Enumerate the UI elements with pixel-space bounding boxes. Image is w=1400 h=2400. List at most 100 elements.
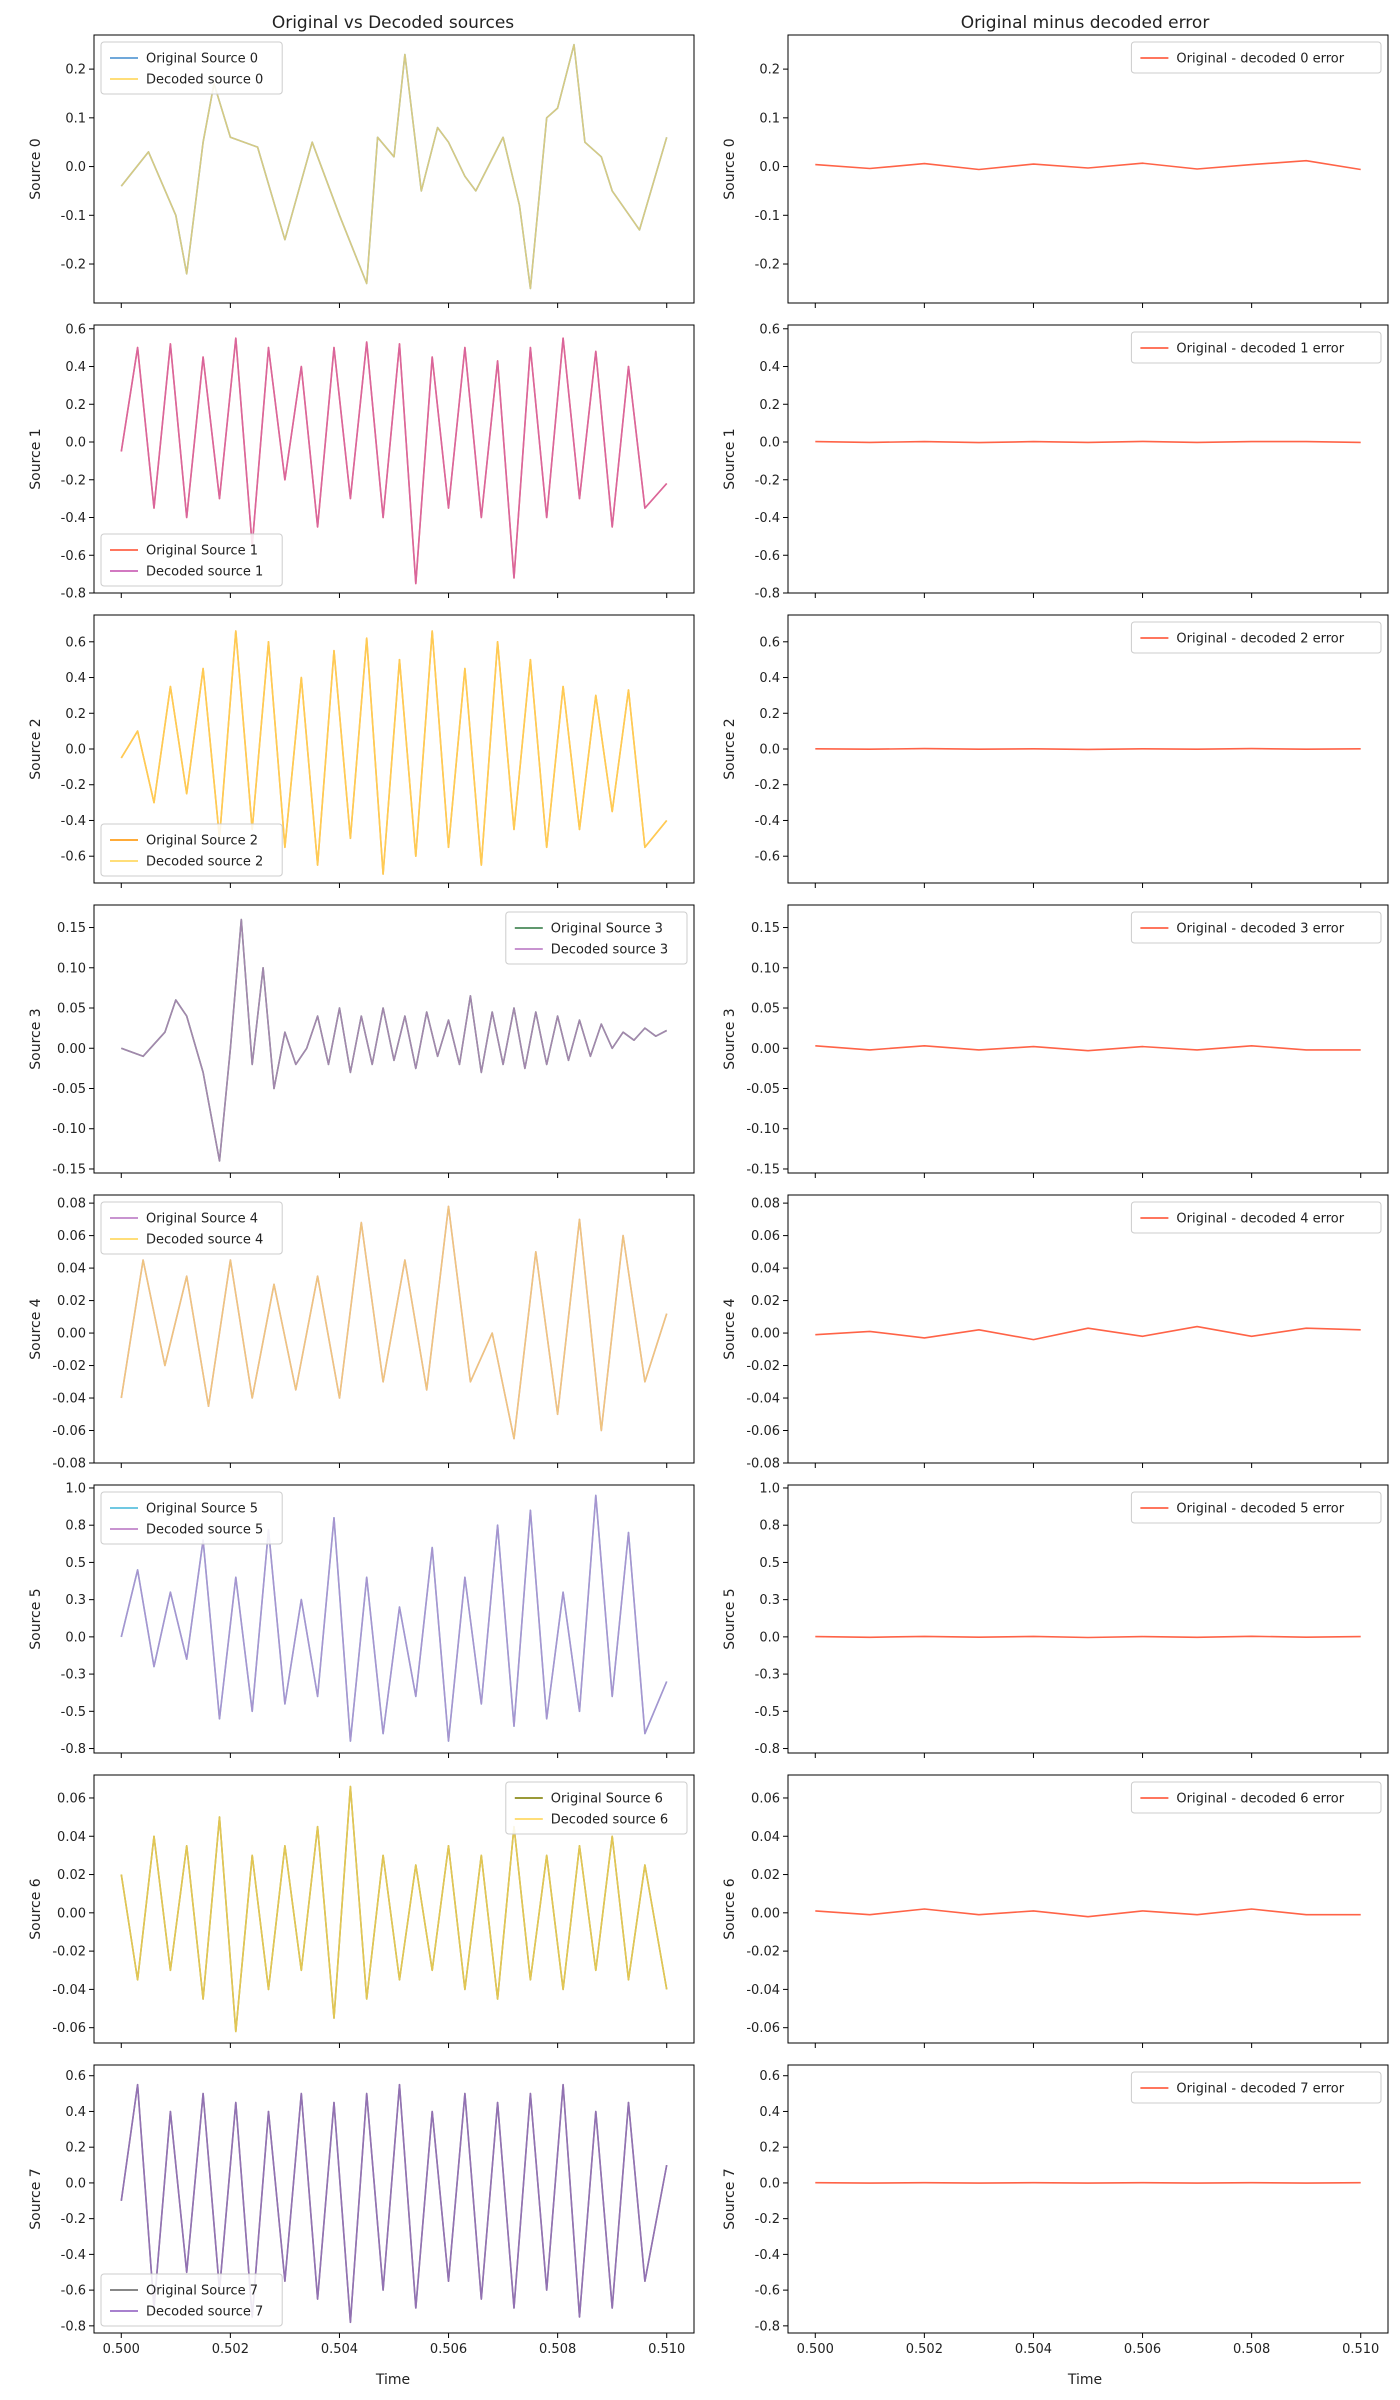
y-tick-label: -0.04 [52,1983,86,1998]
y-tick-label: -0.4 [61,2248,86,2263]
y-axis-label: Source 7 [28,2168,44,2229]
y-tick-label: -0.6 [61,549,86,564]
x-tick-label: 0.500 [103,2342,140,2357]
right-xlabel: Time [1067,2372,1102,2388]
axes-frame [787,34,1389,304]
axes-frame [787,1484,1389,1754]
y-tick-label: -0.04 [746,1983,780,1998]
legend-box [100,41,283,95]
y-tick-label: 0.00 [57,1906,86,1921]
series-group [120,1205,668,1440]
panel-right-6: -0.06 -0.04 -0.02 0.00 0.02 0.04 0.06 Source 6 O… [722,1774,1389,2048]
y-tick-label: 0.6 [65,2069,86,2084]
y-tick-label: -0.4 [755,814,780,829]
left-column-title: Original vs Decoded sources [272,13,514,33]
y-tick-label: 1.0 [759,1481,780,1496]
y-tick-label: -0.6 [755,2284,780,2299]
legend: Original - decoded 4 error [1130,1201,1382,1234]
y-tick-label: -0.8 [61,1742,86,1757]
legend-label: Original Source 5 [146,1502,258,1517]
x-tick-label: 0.510 [648,2342,685,2357]
y-tick-label: 0.2 [759,398,780,413]
y-tick-label: -0.06 [746,1424,780,1439]
series-line-secondary [120,1785,668,2033]
y-tick-label: -0.8 [61,587,86,602]
y-tick-label: 0.00 [751,1327,780,1342]
legend-label: Original Source 2 [146,834,258,849]
y-tick-label: -0.08 [746,1457,780,1472]
axes-frame [93,1194,695,1464]
y-tick-label: 1.0 [65,1481,86,1496]
legend-label: Original - decoded 6 error [1176,1792,1344,1807]
legend-label: Original Source 1 [146,544,258,559]
y-tick-label: -0.4 [61,814,86,829]
x-tick-label: 0.506 [1124,2342,1161,2357]
legend: Original - decoded 7 error [1130,2071,1382,2104]
legend-label: Original - decoded 1 error [1176,342,1344,357]
panel-left-3: -0.15 -0.10 -0.05 0.00 0.05 0.10 0.15 Source 3 O… [28,904,695,1178]
panel-left-7: -0.8 -0.6 -0.4 -0.2 0.0 0.2 0.4 0.6 0.500 0.502 0.… [28,2064,695,2357]
series-group [815,159,1361,171]
y-tick-label: -0.4 [61,511,86,526]
x-tick-label: 0.510 [1342,2342,1379,2357]
axes-frame [93,1484,695,1754]
y-tick-label: 0.0 [759,436,780,451]
y-tick-label: 0.06 [57,1229,86,1244]
y-tick-label: 0.0 [759,160,780,175]
x-tick-label: 0.508 [539,2342,576,2357]
series-group [121,918,668,1162]
y-tick-label: 0.04 [57,1830,86,1845]
y-tick-label: -0.6 [61,850,86,865]
y-axis-label: Source 1 [28,428,44,489]
y-tick-label: 0.6 [759,2069,780,2084]
y-tick-label: 0.05 [57,1002,86,1017]
y-tick-label: 0.0 [65,160,86,175]
y-tick-label: -0.02 [746,1359,780,1374]
series-line-primary [815,1908,1361,1918]
legend-box [100,823,283,877]
series-line-secondary [120,1205,668,1440]
legend: Original Source 5 Decoded source 5 [100,1491,283,1545]
y-tick-label: -0.6 [755,549,780,564]
series-group [815,1908,1361,1918]
series-group [120,337,668,585]
panel-right-0: -0.2 -0.1 0.0 0.1 0.2 Source 0 Original - deco… [722,34,1389,308]
y-tick-label: -0.2 [755,473,780,488]
y-tick-label: -0.2 [61,473,86,488]
y-tick-label: 0.4 [759,360,780,375]
y-tick-label: -0.5 [61,1705,86,1720]
y-tick-label: 0.5 [759,1556,780,1571]
axes-frame [787,324,1389,594]
y-tick-label: -0.04 [746,1392,780,1407]
y-tick-label: 0.00 [57,1042,86,1057]
legend: Original - decoded 2 error [1130,621,1382,654]
panel-left-0: -0.2 -0.1 0.0 0.1 0.2 Source 0 Original Source… [28,34,695,308]
y-axis-label: Source 6 [722,1878,738,1940]
legend-label: Original Source 6 [551,1792,663,1807]
legend-box [1130,2071,1382,2104]
y-tick-label: 0.02 [57,1868,86,1883]
legend-box [505,1781,688,1835]
legend-label: Decoded source 3 [551,943,668,958]
y-tick-label: 0.02 [57,1294,86,1309]
y-tick-label: 0.08 [57,1197,86,1212]
y-tick-label: 0.4 [65,2105,86,2120]
legend: Original Source 1 Decoded source 1 [100,533,283,587]
y-tick-label: -0.3 [755,1668,780,1683]
axes-frame [787,1194,1389,1464]
y-tick-label: -0.2 [61,258,86,273]
legend-label: Decoded source 2 [146,855,263,870]
legend-label: Decoded source 6 [551,1813,668,1828]
y-tick-label: -0.08 [52,1457,86,1472]
legend-label: Original Source 0 [146,52,258,67]
x-tick-label: 0.504 [321,2342,358,2357]
y-tick-label: 0.4 [759,671,780,686]
y-tick-label: -0.6 [61,2284,86,2299]
legend-label: Original - decoded 4 error [1176,1212,1344,1227]
y-tick-label: 0.6 [759,322,780,337]
legend-box [1130,41,1382,74]
y-tick-label: 0.04 [751,1262,780,1277]
y-tick-label: 0.06 [751,1791,780,1806]
x-tick-label: 0.500 [797,2342,834,2357]
y-tick-label: -0.2 [755,2212,780,2227]
